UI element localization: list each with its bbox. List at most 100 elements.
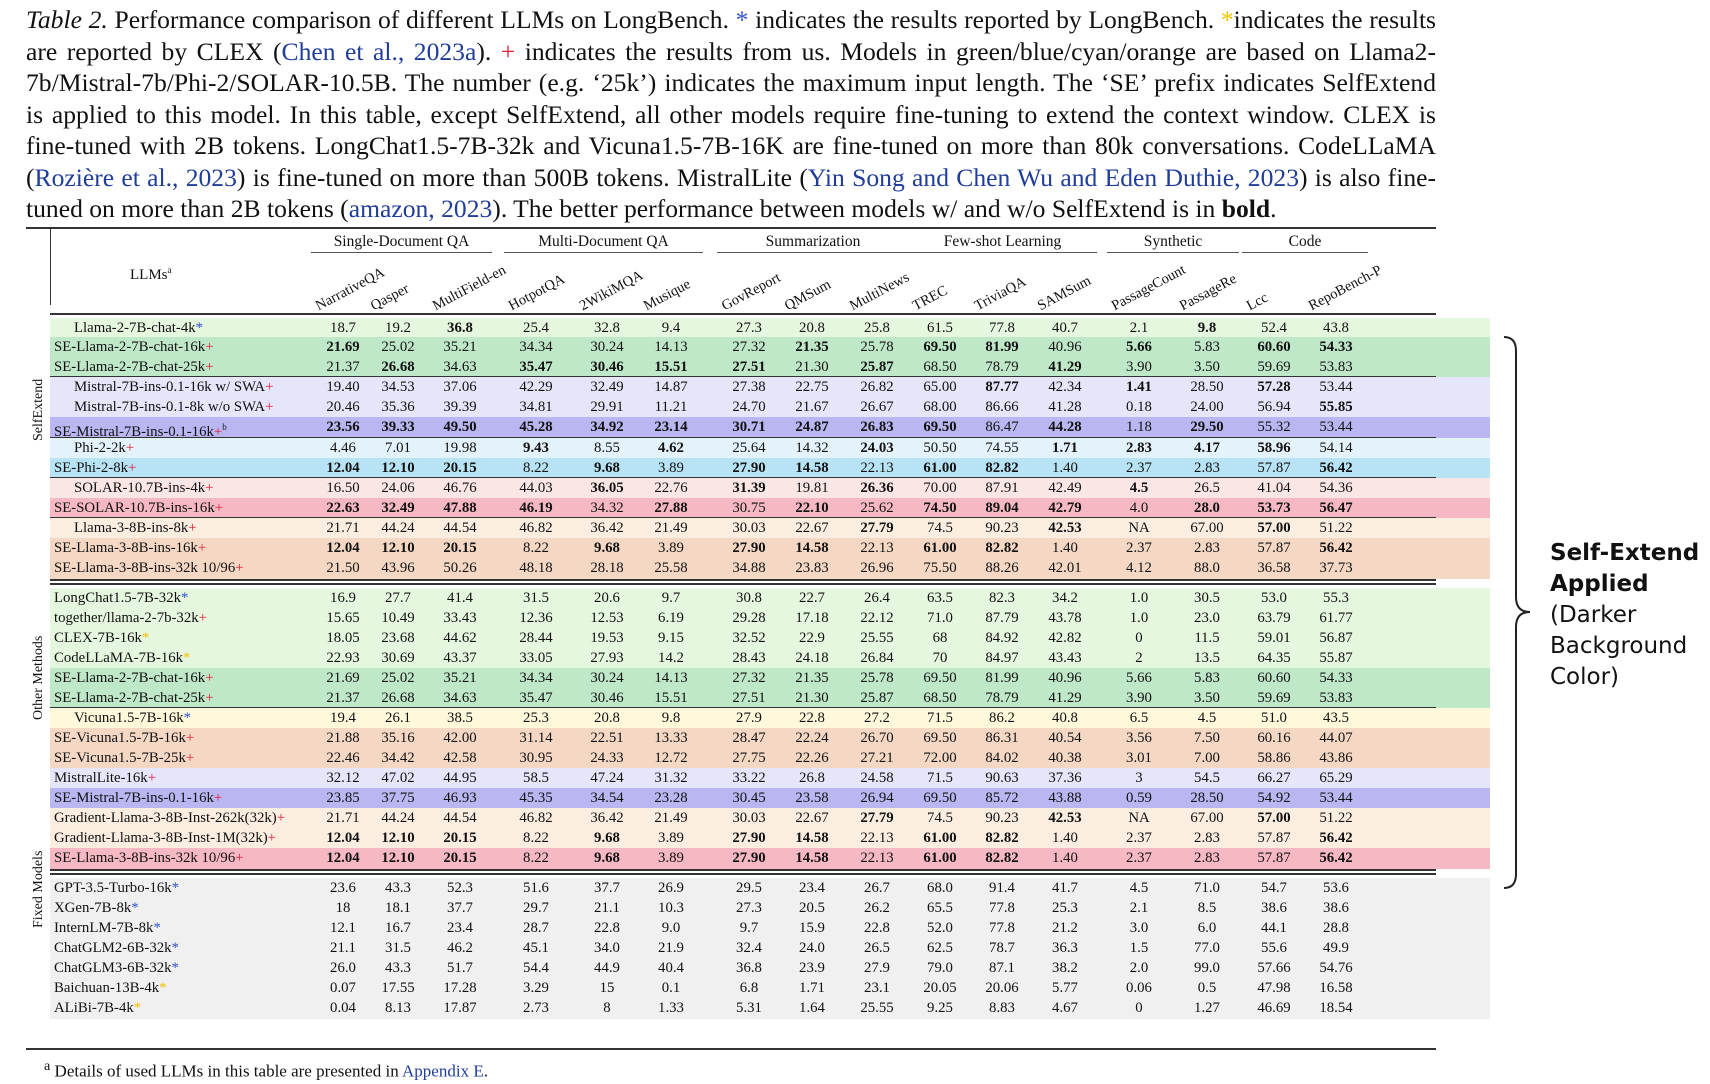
source-marker: + [235, 850, 244, 866]
score-cell: 17.18 [795, 610, 829, 626]
score-cell: 55.32 [1257, 419, 1291, 435]
score-cell: 23.0 [1194, 610, 1220, 626]
score-cell: 22.8 [799, 710, 825, 726]
score-cell: 23.28 [654, 790, 688, 806]
score-cell: 35.16 [381, 730, 415, 746]
score-cell: 64.35 [1257, 650, 1291, 666]
score-cell: 61.77 [1319, 610, 1353, 626]
score-cell: 53.83 [1319, 359, 1353, 375]
score-cell: 54.92 [1257, 790, 1291, 806]
score-cell: 3.90 [1126, 690, 1152, 706]
score-cell: 63.5 [927, 590, 953, 606]
score-cell: 0.5 [1197, 980, 1217, 996]
score-cell: 20.15 [443, 830, 477, 846]
score-cell: 44.62 [443, 630, 477, 646]
score-cell: 38.6 [1323, 900, 1349, 916]
row-background [50, 357, 1490, 378]
score-cell: 37.36 [1048, 770, 1082, 786]
score-cell: 25.3 [1052, 900, 1078, 916]
table-row: Llama-2-7B-chat-4k* 18.7 19.2 36.8 25.4 32.8 9… [50, 318, 1490, 339]
score-cell: 26.84 [860, 650, 894, 666]
score-cell: 19.2 [385, 320, 411, 336]
model-name: Baichuan-13B-4k* [54, 980, 167, 996]
score-cell: 14.32 [795, 440, 829, 456]
note-line: Background [1550, 633, 1688, 659]
score-cell: 22.7 [799, 590, 825, 606]
score-cell: 0.18 [1126, 399, 1152, 415]
footnote-end: . [483, 1061, 488, 1081]
score-cell: 77.8 [989, 900, 1015, 916]
score-cell: 16.58 [1319, 980, 1353, 996]
score-cell: 24.06 [381, 480, 415, 496]
score-cell: 14.13 [654, 670, 688, 686]
score-cell: 82.82 [985, 540, 1019, 556]
citation-link[interactable]: Rozière et al., 2023 [34, 162, 237, 192]
score-cell: 47.88 [443, 500, 477, 516]
score-cell: 21.69 [326, 670, 360, 686]
score-cell: 34.63 [443, 690, 477, 706]
table-row: SE-Llama-2-7B-chat-25k+ 21.37 26.68 34.63 35… [50, 357, 1490, 378]
score-cell: 26.82 [860, 379, 894, 395]
score-cell: 28.0 [1194, 500, 1220, 516]
score-cell: 21.50 [326, 560, 360, 576]
score-cell: 38.2 [1052, 960, 1078, 976]
score-cell: 56.42 [1319, 540, 1353, 556]
appendix-link[interactable]: Appendix E [402, 1061, 484, 1081]
score-cell: 3.01 [1126, 750, 1152, 766]
score-cell: 27.88 [654, 500, 688, 516]
score-cell: 51.7 [447, 960, 473, 976]
score-cell: 56.47 [1319, 500, 1353, 516]
row-background [50, 648, 1490, 669]
score-cell: 22.13 [860, 850, 894, 866]
score-cell: 87.91 [985, 480, 1019, 496]
score-cell: 30.8 [736, 590, 762, 606]
score-cell: 30.46 [590, 359, 624, 375]
score-cell: 20.15 [443, 540, 477, 556]
score-cell: 68.50 [923, 359, 957, 375]
score-cell: 1.71 [1052, 440, 1078, 456]
score-cell: 66.27 [1257, 770, 1291, 786]
table-row: SOLAR-10.7B-ins-4k+ 16.50 24.06 46.76 44.03 3… [50, 478, 1490, 499]
score-cell: 59.69 [1257, 359, 1291, 375]
score-cell: 85.72 [985, 790, 1019, 806]
score-cell: 42.53 [1048, 520, 1082, 536]
citation-link[interactable]: Yin Song and Chen Wu and Eden Duthie, 20… [807, 162, 1299, 192]
score-cell: 54.36 [1319, 480, 1353, 496]
source-marker: + [267, 830, 277, 846]
score-cell: 70.00 [923, 480, 957, 496]
row-separator [50, 579, 1436, 581]
row-background [50, 808, 1490, 829]
score-cell: 15.9 [799, 920, 825, 936]
score-cell: 26.83 [860, 419, 894, 435]
score-cell: 19.4 [330, 710, 356, 726]
score-cell: 30.95 [519, 750, 553, 766]
row-background [50, 878, 1490, 899]
score-cell: 24.33 [590, 750, 624, 766]
citation-link[interactable]: amazon, 2023 [348, 194, 493, 223]
table-row: SE-Llama-3-8B-ins-32k 10/96+ 12.04 12.10 20… [50, 848, 1490, 869]
table-row: ChatGLM3-6B-32k* 26.0 43.3 51.7 54.4 44.9 40.4… [50, 958, 1490, 979]
score-cell: 25.02 [381, 670, 415, 686]
score-cell: 1.40 [1052, 460, 1078, 476]
score-cell: 43.3 [385, 880, 411, 896]
score-cell: 16.7 [385, 920, 411, 936]
score-cell: 24.03 [860, 440, 894, 456]
table-row: InternLM-7B-8k* 12.1 16.7 23.4 28.7 22.8 9.0 9.… [50, 918, 1490, 939]
score-cell: 69.50 [923, 339, 957, 355]
column-header: Musique [641, 276, 694, 315]
score-cell: 25.55 [860, 1000, 894, 1016]
source-marker: + [214, 500, 224, 516]
row-background [50, 828, 1490, 849]
citation-link[interactable]: Chen et al., 2023a [281, 36, 477, 66]
score-cell: 13.5 [1194, 650, 1220, 666]
model-name: Llama-3-8B-ins-8k+ [74, 520, 197, 536]
model-name: MistralLite-16k+ [54, 770, 157, 786]
score-cell: 31.14 [519, 730, 553, 746]
score-cell: 19.53 [590, 630, 624, 646]
score-cell: 74.55 [985, 440, 1019, 456]
score-cell: 9.15 [658, 630, 684, 646]
score-cell: 26.9 [658, 880, 684, 896]
score-cell: 20.15 [443, 460, 477, 476]
score-cell: 8.22 [523, 460, 549, 476]
column-header: TREC [910, 282, 951, 315]
